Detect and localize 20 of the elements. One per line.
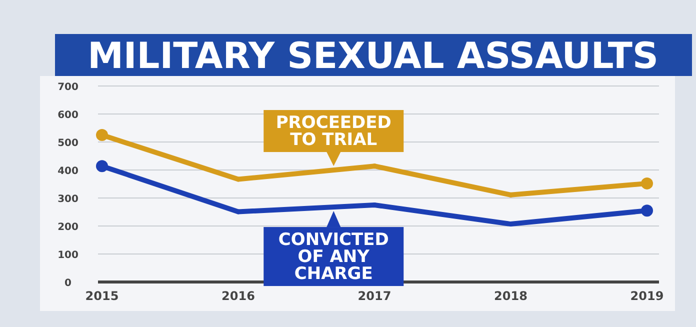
y-tick-label: 700 — [58, 82, 78, 93]
x-tick-label: 2015 — [85, 289, 119, 303]
y-tick-label: 0 — [64, 278, 72, 289]
y-tick-label: 100 — [58, 250, 78, 261]
x-tick-label: 2018 — [494, 289, 528, 303]
series-label: PROCEEDED TO TRIAL — [276, 113, 392, 150]
legend-label: CONVICTED OF ANY CHARGE — [278, 230, 389, 284]
point — [96, 160, 108, 172]
y-tick-label: 500 — [58, 138, 78, 149]
y-tick-label: 400 — [58, 166, 78, 177]
point — [641, 204, 653, 217]
chart-title: MILITARY SEXUAL ASSAULTS — [88, 36, 658, 77]
y-tick-label: 200 — [58, 222, 78, 233]
x-tick-label: 2016 — [222, 289, 255, 303]
x-tick-label: 2017 — [358, 289, 392, 303]
x-tick-label: 2019 — [630, 289, 664, 303]
y-tick-label: 300 — [58, 194, 78, 205]
y-tick-label: 600 — [58, 110, 78, 121]
callout-label: PROCEEDED TO TRIAL — [264, 110, 404, 166]
callout-label: CONVICTED OF ANY CHARGE — [264, 211, 404, 286]
